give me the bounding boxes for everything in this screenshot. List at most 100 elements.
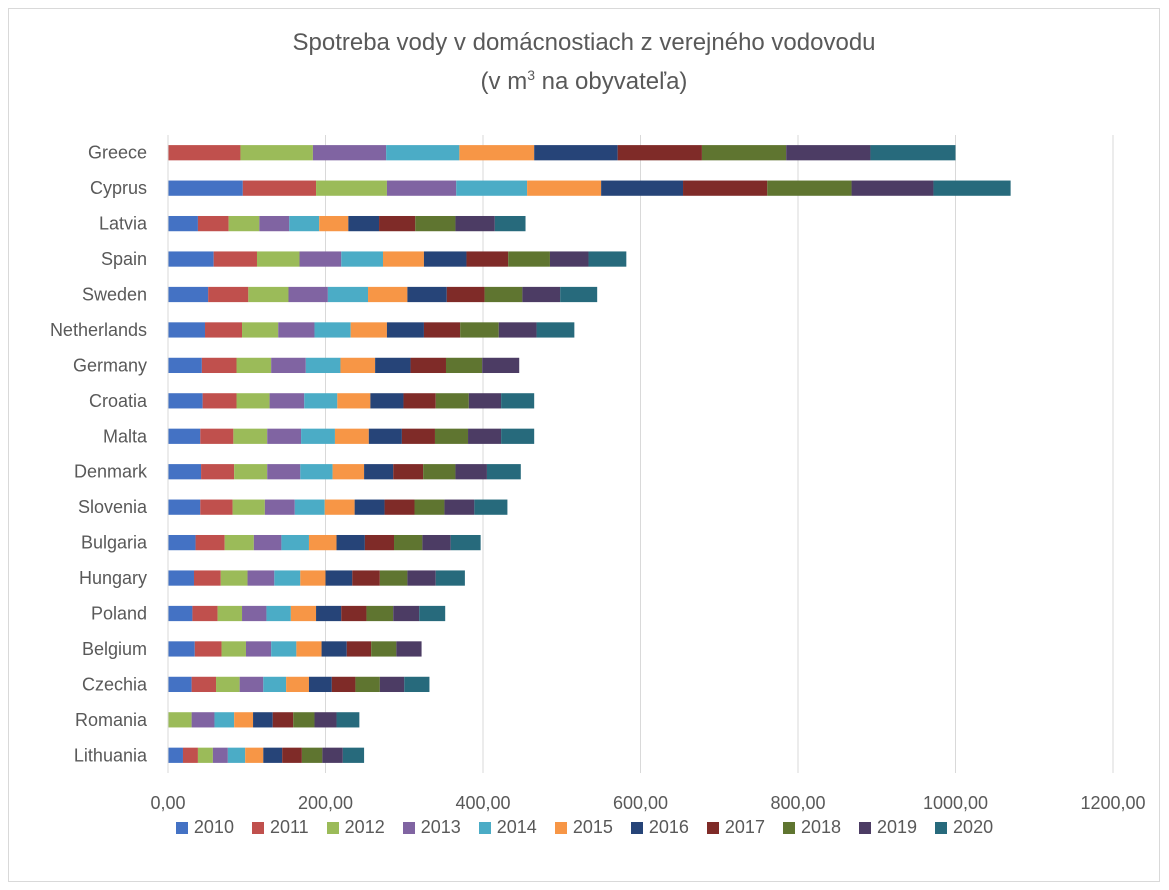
legend-swatch [935, 821, 948, 834]
bar-segment [325, 570, 353, 586]
bar-segment [324, 499, 355, 515]
bar-segment [168, 605, 193, 622]
bar-segment [300, 570, 326, 586]
bar-segment [366, 605, 394, 622]
bar-segment [933, 180, 1011, 196]
bar-segment [501, 393, 535, 409]
bar-segment [419, 605, 446, 622]
bar-segment [263, 676, 287, 693]
bar-segment [379, 570, 408, 586]
bar-segment [386, 180, 457, 196]
bar-segment [423, 251, 467, 267]
legend-label: 2013 [420, 817, 461, 837]
bar-segment [220, 570, 248, 586]
bar-segment [683, 180, 768, 196]
bar-segment [851, 180, 934, 196]
bar-segment [267, 464, 301, 480]
bar-segment [168, 215, 198, 232]
bar-segment [281, 534, 309, 551]
chart-title-line2-pre: (v m [480, 68, 528, 95]
bar-segment [332, 464, 365, 480]
bar-segment [278, 322, 315, 338]
bar-segment [617, 145, 702, 161]
bar-segment [474, 499, 508, 515]
bar-segment [527, 180, 602, 196]
bar-segment [202, 393, 237, 409]
bar-segment [407, 286, 447, 303]
bar-segment [355, 676, 380, 693]
legend-item: 2011 [251, 817, 309, 838]
legend-item: 2018 [782, 817, 841, 838]
bar-segment [446, 286, 485, 303]
bar-segment [321, 641, 347, 657]
category-label: Latvia [99, 214, 148, 234]
bar-segment [168, 180, 243, 196]
bar-segment [301, 428, 335, 444]
bar-segment [168, 251, 214, 267]
bar-segment [296, 641, 322, 657]
legend-swatch [251, 821, 264, 834]
legend-label: 2015 [572, 817, 613, 837]
legend-label: 2014 [496, 817, 537, 837]
legend-item: 2015 [554, 817, 613, 838]
bar-segment [253, 534, 282, 551]
bar-segment [375, 357, 411, 374]
legend-label: 2018 [800, 817, 841, 837]
bar-segment [192, 605, 218, 622]
bar-segment [319, 215, 349, 232]
bar-segment [234, 464, 268, 480]
bar-segment [484, 286, 523, 303]
bar-segment [601, 180, 684, 196]
category-label: Hungary [79, 568, 147, 588]
category-label: Germany [73, 355, 147, 375]
bar-segment [242, 605, 267, 622]
bar-segment [299, 251, 342, 267]
bar-segment [482, 357, 520, 374]
bar-segment [444, 499, 475, 515]
legend-label: 2019 [877, 817, 918, 837]
legend-item: 2020 [935, 817, 993, 838]
legend-item: 2016 [630, 817, 689, 838]
bar-segment [212, 747, 228, 763]
bar-segment [227, 747, 246, 763]
bar-segment [334, 428, 369, 444]
legend-swatch [402, 821, 415, 834]
bar-segment [342, 747, 365, 763]
bar-segment [508, 251, 550, 267]
bar-segment [289, 215, 320, 232]
bar-segment [341, 605, 367, 622]
bar-segment [386, 322, 424, 338]
bar-segment [194, 641, 222, 657]
bar-segment [403, 393, 436, 409]
x-tick-label: 400,00 [455, 793, 510, 813]
x-tick-label: 1000,00 [923, 793, 988, 813]
bar-segment [216, 676, 240, 693]
bar-segment [501, 428, 535, 444]
bar-segment [434, 428, 469, 444]
bar-segment [379, 215, 416, 232]
bar-segment [337, 393, 371, 409]
bar-segment [271, 641, 297, 657]
bar-segment [200, 499, 233, 515]
bar-segment [422, 534, 451, 551]
bar-segment [379, 676, 405, 693]
bar-segment [450, 534, 481, 551]
bar-segment [560, 286, 598, 303]
bar-segment [168, 357, 202, 374]
bar-segment [455, 464, 487, 480]
category-label: Czechia [82, 674, 148, 694]
bar-segment [168, 712, 192, 728]
bar-segment [459, 145, 535, 161]
legend-item: 2012 [326, 817, 385, 838]
bar-segment [208, 286, 249, 303]
bar-segment [228, 215, 260, 232]
bar-segment [312, 145, 387, 161]
bar-segment [269, 393, 305, 409]
legend-item: 2013 [402, 817, 461, 838]
bar-segment [460, 322, 499, 338]
legend-swatch [326, 821, 339, 834]
bar-segment [468, 393, 502, 409]
bar-segment [486, 464, 521, 480]
bar-segment [248, 286, 289, 303]
bar-segment [346, 641, 372, 657]
